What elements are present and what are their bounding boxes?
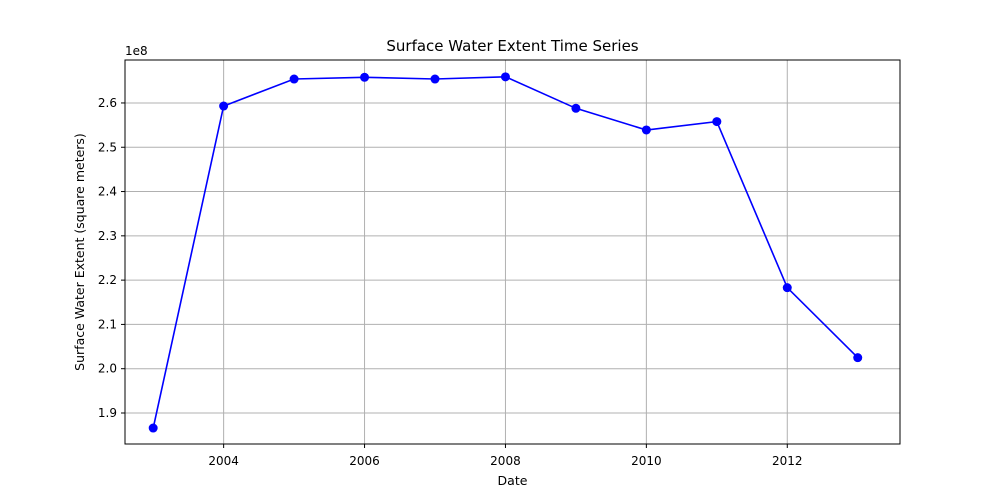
y-axis-label: Surface Water Extent (square meters) — [72, 133, 87, 371]
data-point — [148, 423, 158, 433]
x-tick-label: 2004 — [208, 454, 239, 468]
plot-area-frame — [124, 59, 901, 445]
x-tick-label: 2010 — [631, 454, 662, 468]
series-layer — [148, 72, 863, 433]
x-tick-label: 2012 — [772, 454, 803, 468]
data-point — [571, 103, 581, 113]
data-point — [782, 283, 792, 293]
y-tick-label: 2.3 — [98, 229, 117, 243]
y-axis-scale-label: 1e8 — [125, 44, 148, 58]
data-point — [712, 117, 722, 127]
data-point — [289, 74, 299, 84]
data-point — [360, 72, 370, 82]
data-point — [641, 125, 651, 135]
y-tick-label: 1.9 — [98, 406, 117, 420]
x-axis-label: Date — [498, 473, 528, 488]
grid — [125, 60, 900, 444]
y-tick-label: 2.5 — [98, 140, 117, 154]
y-tick-label: 2.2 — [98, 273, 117, 287]
y-axis-ticks: 1.9 2.0 2.1 2.2 2.3 2.4 2.5 2.6 — [98, 96, 125, 420]
y-tick-label: 2.4 — [98, 185, 117, 199]
x-axis-ticks: 2004 2006 2008 2010 2012 — [208, 444, 803, 468]
chart-title: Surface Water Extent Time Series — [386, 37, 638, 55]
y-tick-label: 2.6 — [98, 96, 117, 110]
data-point — [219, 101, 229, 111]
data-point — [430, 74, 440, 84]
x-tick-label: 2006 — [349, 454, 380, 468]
y-tick-label: 2.0 — [98, 362, 117, 376]
data-point — [853, 353, 863, 363]
x-tick-label: 2008 — [490, 454, 521, 468]
data-point — [500, 72, 510, 82]
y-tick-label: 2.1 — [98, 317, 117, 331]
